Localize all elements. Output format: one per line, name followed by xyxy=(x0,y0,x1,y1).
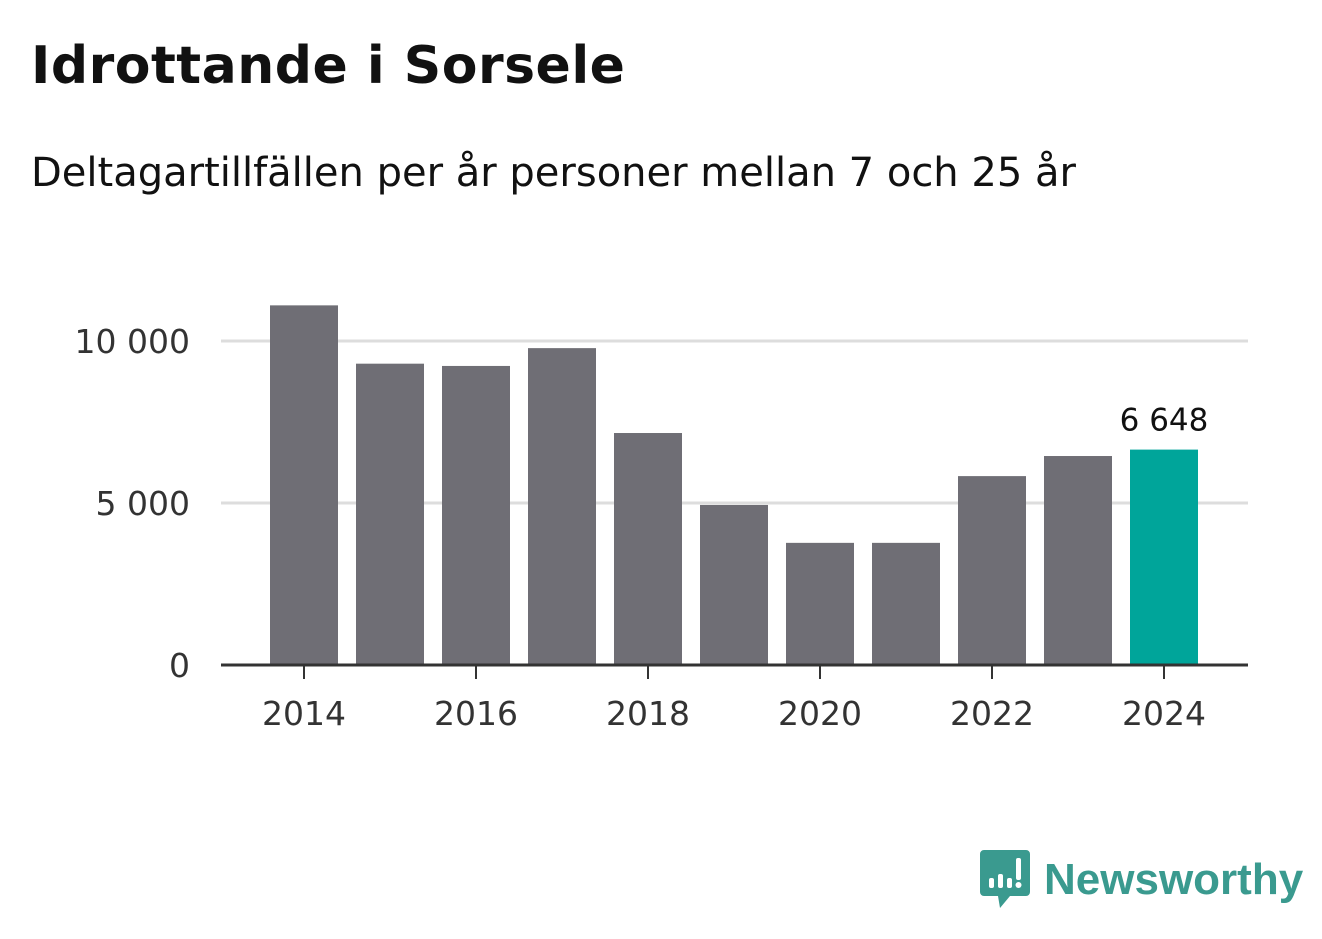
x-tick-label: 2014 xyxy=(262,694,346,733)
data-label-highlight: 6 648 xyxy=(1120,403,1209,439)
newsworthy-logo: Newsworthy xyxy=(980,850,1303,910)
bar-2020 xyxy=(786,542,854,665)
chart-title: Idrottande i Sorsele xyxy=(31,36,626,96)
bar-2021 xyxy=(872,542,940,665)
bar-2024 xyxy=(1130,449,1198,665)
newsworthy-logo-text: Newsworthy xyxy=(1044,855,1304,904)
newsworthy-logo-icon xyxy=(980,850,1030,908)
bar-2022 xyxy=(958,476,1026,665)
bar-2017 xyxy=(528,348,596,665)
x-tick-label: 2018 xyxy=(606,694,690,733)
y-tick-label: 0 xyxy=(169,646,190,685)
x-tick-label: 2020 xyxy=(778,694,862,733)
x-tick-label: 2024 xyxy=(1122,694,1206,733)
bar-2019 xyxy=(700,504,768,665)
y-tick-label: 10 000 xyxy=(75,322,190,361)
bar-2014 xyxy=(270,305,338,665)
bar-2023 xyxy=(1044,456,1112,665)
y-tick-label: 5 000 xyxy=(96,484,190,523)
bar-2016 xyxy=(442,365,510,665)
bar-2018 xyxy=(614,433,682,665)
x-tick-label: 2016 xyxy=(434,694,518,733)
bar-2015 xyxy=(356,363,424,665)
chart-subtitle: Deltagartillfällen per år personer mella… xyxy=(31,150,1076,196)
x-tick-label: 2022 xyxy=(950,694,1034,733)
